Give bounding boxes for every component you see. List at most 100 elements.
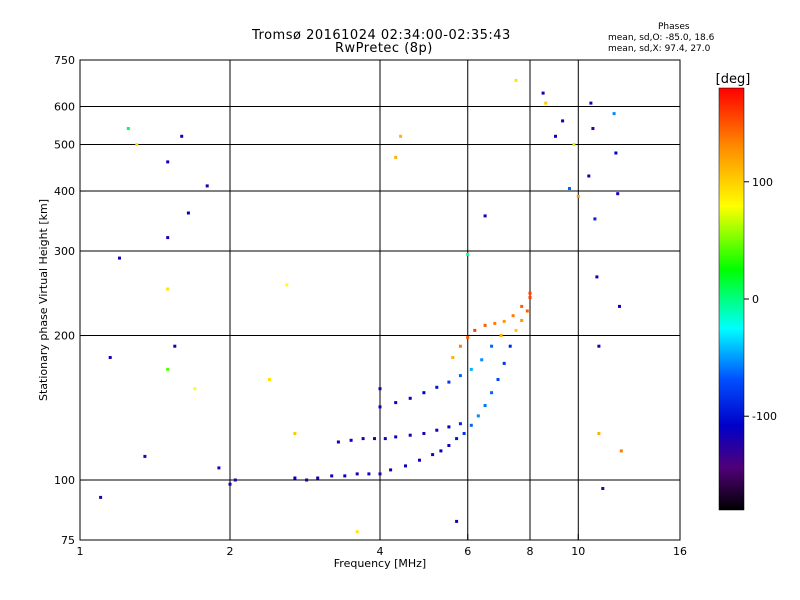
y-tick-label: 500	[54, 139, 75, 152]
data-point	[349, 438, 353, 442]
data-point	[118, 256, 121, 260]
data-point	[268, 378, 271, 381]
data-point	[228, 482, 232, 486]
y-tick-label: 100	[54, 474, 75, 487]
data-point	[330, 474, 334, 478]
data-point	[166, 287, 170, 291]
data-point	[343, 474, 347, 478]
data-point	[394, 435, 398, 439]
data-point	[490, 344, 494, 348]
data-point	[483, 323, 487, 327]
data-point	[217, 466, 221, 470]
data-point	[205, 184, 209, 188]
data-point	[480, 358, 484, 362]
data-point	[576, 194, 580, 198]
data-point	[568, 187, 571, 190]
data-point	[541, 91, 545, 95]
colorbar	[718, 87, 745, 511]
data-point	[473, 328, 477, 332]
data-point	[316, 476, 320, 480]
data-point	[601, 487, 605, 490]
data-point	[520, 304, 524, 308]
data-point	[431, 453, 435, 457]
y-tick-label: 200	[54, 330, 75, 343]
data-point	[378, 387, 382, 391]
data-point	[514, 78, 518, 82]
x-axis-ticks: 1 2 4 6 8 10 16	[77, 534, 687, 558]
y-tick-label: 600	[54, 101, 75, 114]
data-point	[378, 405, 382, 409]
data-point	[435, 385, 439, 389]
data-point	[502, 319, 506, 323]
data-point	[589, 101, 593, 105]
data-point	[435, 428, 439, 432]
x-tick-label: 4	[377, 545, 384, 558]
y-axis-label: Stationary phase Virtual Height [km]	[37, 199, 50, 401]
y-axis-ticks: 75 100 200 300 400 500 600 750	[54, 54, 86, 547]
data-point	[458, 344, 462, 348]
data-point	[591, 127, 595, 130]
data-point	[422, 432, 426, 435]
x-axis-label: Frequency [MHz]	[334, 557, 426, 570]
colorbar-tick-label: 100	[752, 176, 773, 189]
data-point	[483, 214, 487, 218]
x-tick-label: 6	[464, 545, 471, 558]
data-point	[399, 134, 403, 138]
x-tick-label: 1	[77, 545, 84, 558]
data-point	[99, 495, 103, 499]
data-point	[373, 437, 376, 441]
data-point	[173, 344, 177, 348]
data-point	[508, 344, 512, 348]
y-tick-label: 300	[54, 245, 75, 258]
chart-title-line1: Tromsø 20161024 02:34:00-02:35:43	[252, 28, 511, 43]
data-point	[285, 283, 289, 287]
colorbar-tick-label: -100	[752, 410, 777, 423]
x-tick-label: 16	[673, 545, 687, 558]
data-point	[469, 367, 473, 371]
data-point	[520, 319, 524, 322]
phases-stats-o: mean, sd,O: -85.0, 18.6	[608, 33, 715, 43]
data-point	[458, 422, 462, 426]
data-point	[597, 432, 601, 435]
data-point	[528, 291, 532, 295]
data-point	[408, 396, 412, 400]
data-point	[135, 143, 139, 146]
data-point	[619, 449, 623, 453]
data-point	[186, 211, 190, 215]
data-point	[143, 454, 147, 458]
y-tick-label: 75	[61, 534, 75, 547]
data-point	[618, 304, 621, 308]
colorbar-label: [deg]	[716, 72, 751, 87]
x-tick-label: 10	[571, 545, 585, 558]
data-point	[389, 468, 393, 472]
data-point	[572, 143, 576, 146]
data-point	[462, 432, 466, 435]
data-point	[525, 309, 529, 313]
data-point	[394, 401, 398, 405]
data-points	[99, 78, 623, 534]
data-point	[108, 356, 112, 359]
data-point	[293, 476, 297, 480]
data-point	[447, 444, 451, 447]
data-point	[502, 361, 506, 365]
y-tick-label: 750	[54, 54, 75, 67]
data-point	[451, 356, 455, 359]
data-point	[336, 440, 340, 444]
data-point	[166, 160, 170, 164]
data-point	[493, 321, 497, 325]
data-point	[496, 378, 500, 381]
data-point	[616, 192, 620, 196]
data-point	[514, 328, 518, 332]
data-point	[561, 119, 565, 123]
data-point	[554, 134, 557, 138]
data-point	[166, 367, 170, 371]
phases-label: Phases	[658, 22, 690, 32]
data-point	[595, 275, 599, 279]
data-point	[233, 478, 237, 482]
grid-lines	[80, 60, 680, 540]
data-point	[469, 423, 473, 427]
data-point	[180, 134, 184, 138]
data-point	[418, 458, 421, 462]
data-point	[476, 414, 480, 418]
